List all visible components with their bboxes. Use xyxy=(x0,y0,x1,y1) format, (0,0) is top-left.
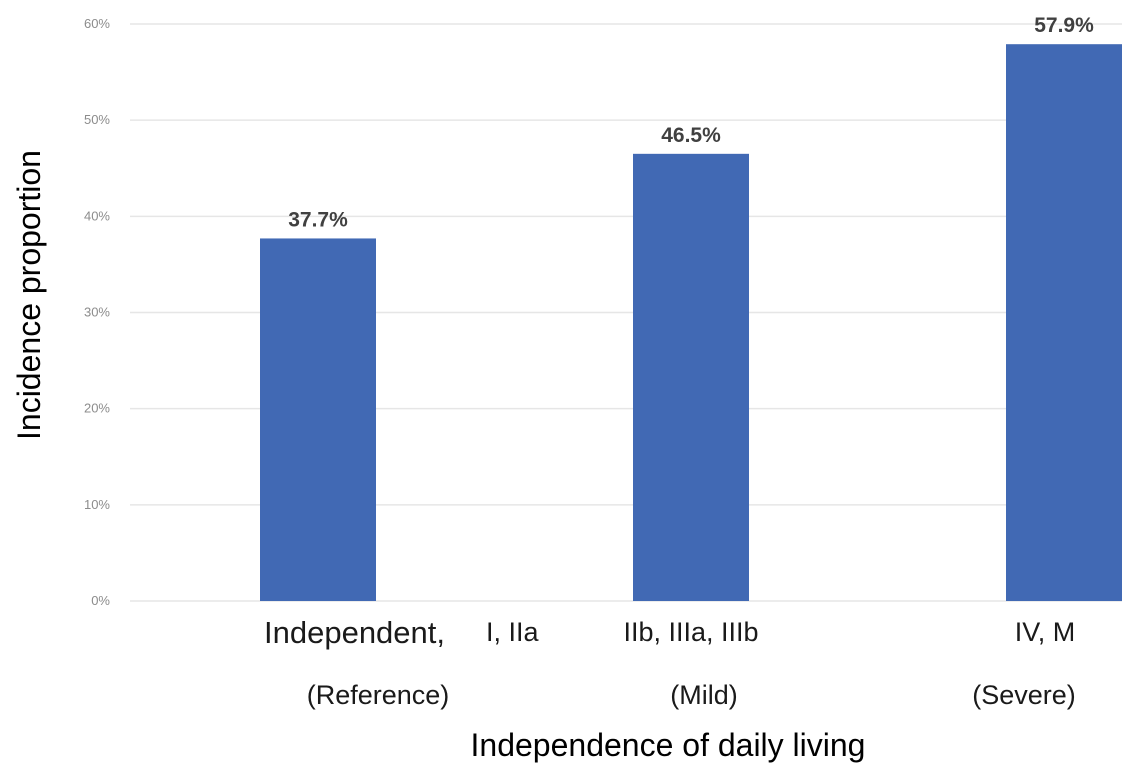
bar xyxy=(1006,44,1122,601)
data-labels: 37.7% 46.5% 57.9% xyxy=(288,14,1094,231)
y-tick-label: 30% xyxy=(84,305,110,320)
bar xyxy=(260,238,376,601)
y-tick-label: 0% xyxy=(91,593,110,608)
y-tick-label: 50% xyxy=(84,112,110,127)
x-category-label: IV, M xyxy=(1015,617,1076,647)
data-label: 37.7% xyxy=(288,208,348,231)
x-category-label: I, IIa xyxy=(486,617,540,647)
x-axis-title: Independence of daily living xyxy=(471,727,866,763)
x-axis-categories: Independent, I, IIa (Reference) IIb, IIIa, … xyxy=(264,615,1076,710)
x-category-group: (Reference) xyxy=(307,680,450,710)
y-tick-label: 40% xyxy=(84,208,110,223)
data-label: 46.5% xyxy=(661,124,721,147)
x-category-label: IIb, IIIa, IIIb xyxy=(623,617,758,647)
y-tick-label: 60% xyxy=(84,16,110,31)
y-axis-ticks: 0% 10% 20% 30% 40% 50% 60% xyxy=(84,16,110,608)
x-category-group: (Severe) xyxy=(972,680,1076,710)
x-category-group: (Mild) xyxy=(670,680,738,710)
y-tick-label: 20% xyxy=(84,401,110,416)
y-axis-title: Incidence proportion xyxy=(11,150,47,440)
x-category-label-primary: Independent, xyxy=(264,615,445,650)
bar xyxy=(633,153,749,601)
bars xyxy=(260,44,1122,601)
data-label: 57.9% xyxy=(1034,14,1094,37)
y-tick-label: 10% xyxy=(84,497,110,512)
